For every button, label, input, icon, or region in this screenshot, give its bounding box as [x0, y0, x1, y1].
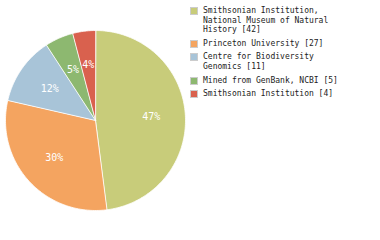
svg-text:12%: 12% [41, 83, 59, 94]
html-text:Mined from GenBank, NCBI [5]: Mined from GenBank, NCBI [5] [203, 75, 338, 85]
html-text:Smithsonian Institution [4]: Smithsonian Institution [4] [203, 89, 333, 99]
html-text:Centre for Biodiversity Genomi: Centre for Biodiversity Genomics [11] [203, 52, 314, 71]
html-text:Smithsonian Institution, Natio: Smithsonian Institution, National Museum… [203, 6, 329, 35]
svg-text:4%: 4% [82, 59, 94, 70]
svg-text:30%: 30% [45, 152, 63, 163]
svg-text:47%: 47% [142, 111, 160, 122]
svg-text:5%: 5% [67, 64, 79, 75]
html-text:Princeton University [27]: Princeton University [27] [203, 38, 324, 48]
